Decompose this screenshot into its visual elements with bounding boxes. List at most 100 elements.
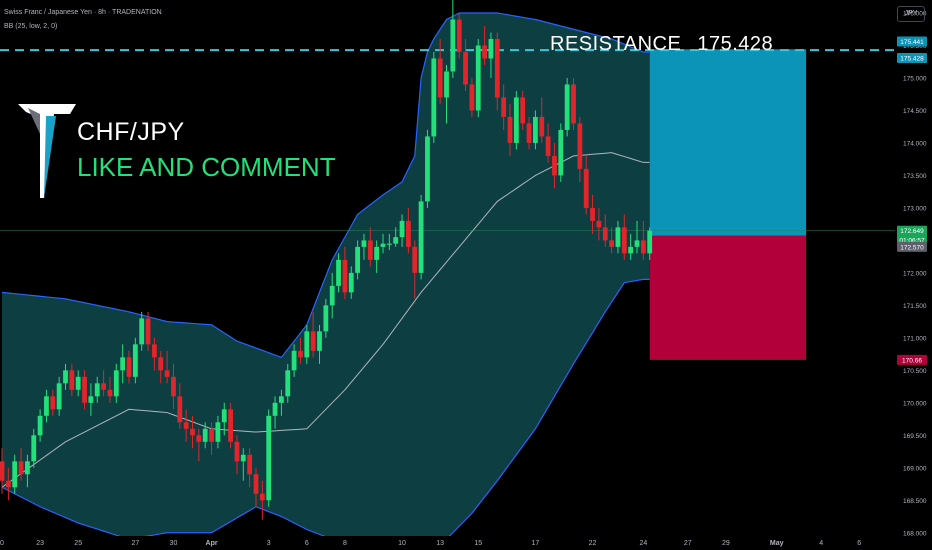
candle-body <box>31 435 37 462</box>
candle-body <box>120 357 126 371</box>
candle-body <box>164 370 170 377</box>
candle <box>88 383 94 416</box>
candle-body <box>482 45 487 59</box>
candle <box>202 422 208 449</box>
candle <box>526 116 532 150</box>
candle <box>507 103 513 156</box>
candle-body <box>367 240 373 260</box>
y-tick-label: 174.000 <box>903 140 927 147</box>
symbol-title: Swiss Franc / Japanese Yen · 8h · TRADEN… <box>4 9 162 16</box>
candle-body <box>171 376 176 397</box>
candle-body <box>158 357 164 371</box>
call-to-action: LIKE AND COMMENT <box>77 152 336 182</box>
candle-body <box>526 123 532 143</box>
candle-body <box>329 285 335 306</box>
candle <box>640 220 646 260</box>
indicator-legend[interactable]: BB (25, low, 2, 0) <box>4 23 58 30</box>
candle <box>393 227 399 247</box>
candle-body <box>475 45 481 111</box>
candle-body <box>94 383 100 397</box>
candle-body <box>463 51 468 85</box>
candle <box>177 383 183 429</box>
candle-body <box>361 240 367 247</box>
candle-body <box>583 168 589 208</box>
y-tick-label: 175.000 <box>903 75 927 82</box>
candle-body <box>240 454 246 462</box>
candle <box>374 240 380 273</box>
candle <box>488 32 494 78</box>
candle-body <box>577 123 583 169</box>
candle <box>25 454 30 488</box>
candle-body <box>590 207 595 221</box>
candle-body <box>552 155 557 176</box>
candle-body <box>266 415 272 501</box>
candle <box>234 435 240 475</box>
candle <box>609 227 614 254</box>
candle-body <box>621 227 627 254</box>
stop-loss-zone <box>649 235 807 360</box>
candle-body <box>50 396 56 410</box>
candle <box>621 214 627 260</box>
x-tick-label: 0 <box>0 540 4 547</box>
candle <box>501 84 507 130</box>
candle <box>240 448 246 481</box>
candle <box>285 363 291 403</box>
candle-body <box>539 116 545 137</box>
candle-body <box>444 71 449 98</box>
candle-body <box>107 389 113 397</box>
stop-price-tag-bg <box>897 354 927 365</box>
candle <box>113 363 119 403</box>
candle-body <box>63 370 68 384</box>
candle <box>494 32 500 111</box>
x-tick-label: 8 <box>343 540 347 547</box>
candle <box>348 266 354 299</box>
candle-body <box>139 318 145 345</box>
x-tick-label: 17 <box>532 540 540 547</box>
candle <box>545 123 551 163</box>
time-axis[interactable]: 0 23 25 27 30 Apr 3 6 8 10 13 15 17 22 24 27 29 May 4 6 <box>0 536 895 550</box>
candle <box>37 409 43 442</box>
candle <box>571 77 576 130</box>
candle-body <box>412 246 418 273</box>
candle <box>228 402 233 449</box>
resistance-value: 175.428 <box>697 33 774 55</box>
candle-body <box>507 116 513 143</box>
candle-body <box>596 220 602 228</box>
candle-body <box>209 428 214 442</box>
candle-body <box>323 305 329 332</box>
y-tick-label: 173.000 <box>903 205 927 212</box>
candle-body <box>291 350 297 371</box>
candle <box>183 409 189 442</box>
candle-body <box>88 396 94 403</box>
y-tick-label: 172.000 <box>903 270 927 277</box>
candle <box>247 448 253 488</box>
price-axis[interactable]: 168.000 168.500 169.000 169.500 170.000 170.5… <box>895 0 932 550</box>
candle <box>50 389 56 416</box>
candle-body <box>25 461 30 475</box>
bollinger-fill <box>2 12 650 550</box>
candle <box>628 233 634 260</box>
candle <box>482 25 487 65</box>
candle-body <box>304 331 310 358</box>
currency-button[interactable]: JPY <box>897 6 925 22</box>
candle-body <box>82 376 87 403</box>
resistance-price-tag-bg <box>897 52 927 63</box>
bollinger-upper <box>1 12 650 359</box>
candle <box>94 376 100 403</box>
candle <box>602 214 608 247</box>
candle <box>0 448 5 494</box>
candle-body <box>196 435 202 442</box>
candle <box>158 350 164 384</box>
candle-body <box>113 370 119 397</box>
take-profit-zone <box>649 49 807 236</box>
candle-body <box>298 350 303 358</box>
candle-body <box>75 376 81 390</box>
candle <box>380 233 386 254</box>
candle <box>475 38 481 117</box>
candle <box>31 428 37 468</box>
y-tick-label: 170.500 <box>903 368 927 375</box>
candle-body <box>469 84 475 111</box>
resistance-price-tag: 175.428 <box>900 55 924 62</box>
candle-body <box>380 243 386 247</box>
